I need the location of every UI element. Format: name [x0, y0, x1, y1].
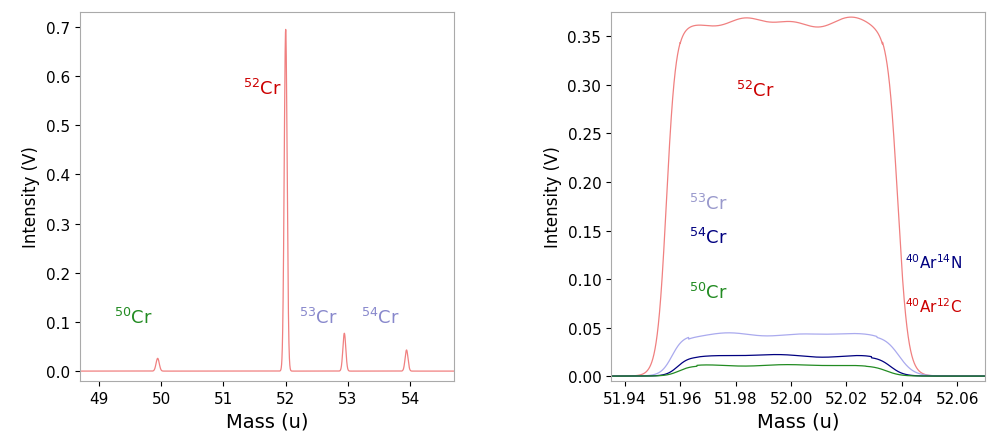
Text: $^{53}$Cr: $^{53}$Cr [689, 194, 727, 214]
X-axis label: Mass (u): Mass (u) [226, 411, 308, 430]
Text: $^{52}$Cr: $^{52}$Cr [243, 79, 281, 99]
Text: $^{54}$Cr: $^{54}$Cr [689, 228, 727, 248]
Text: $^{53}$Cr: $^{53}$Cr [299, 307, 337, 327]
Text: $^{52}$Cr: $^{52}$Cr [736, 81, 774, 101]
Y-axis label: Intensity (V): Intensity (V) [22, 146, 40, 248]
X-axis label: Mass (u): Mass (u) [757, 411, 839, 430]
Text: $^{40}$Ar$^{14}$N: $^{40}$Ar$^{14}$N [905, 253, 962, 271]
Text: $^{40}$Ar$^{12}$C: $^{40}$Ar$^{12}$C [905, 296, 962, 315]
Text: $^{50}$Cr: $^{50}$Cr [689, 282, 727, 302]
Text: $^{54}$Cr: $^{54}$Cr [361, 307, 400, 327]
Text: $^{50}$Cr: $^{50}$Cr [114, 307, 152, 327]
Y-axis label: Intensity (V): Intensity (V) [544, 146, 562, 248]
